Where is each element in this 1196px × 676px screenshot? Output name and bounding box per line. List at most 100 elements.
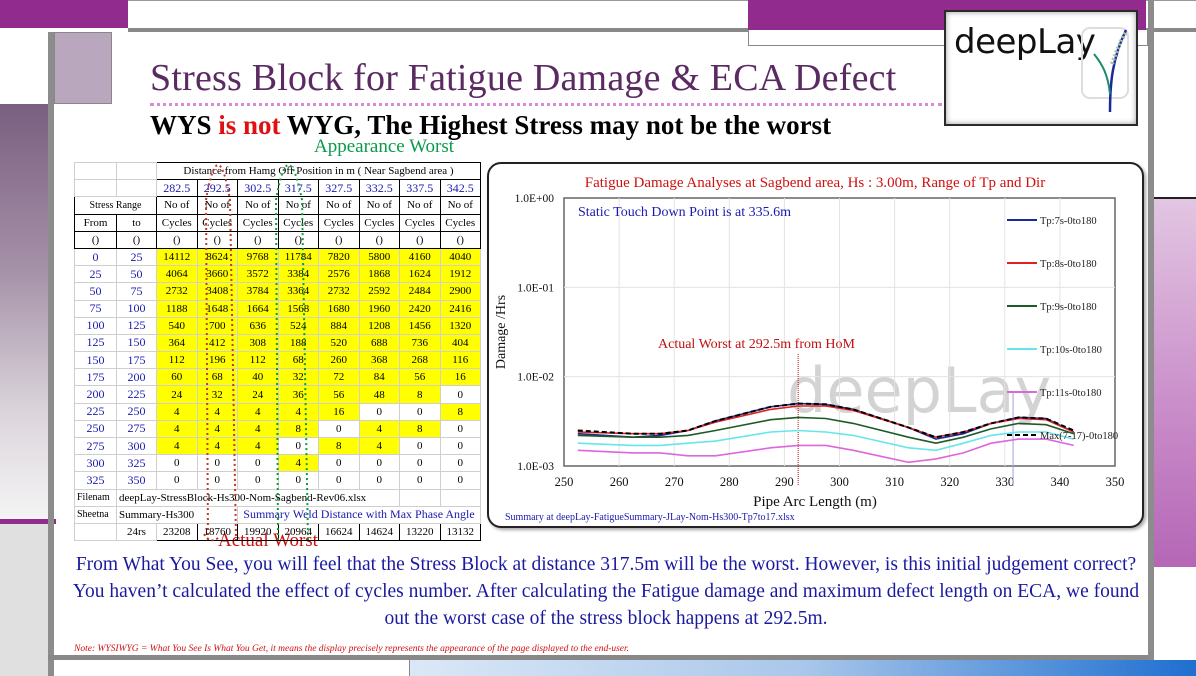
range-from: 0 <box>74 247 117 267</box>
cycle-count: 0 <box>439 471 481 490</box>
cycle-count: 308 <box>237 333 279 353</box>
x-tick-label: 250 <box>555 475 574 489</box>
stress-range-row: 100 125 540 700 636 524 884 1208 1456 1320 <box>74 316 481 335</box>
cycle-count: 1208 <box>358 316 400 335</box>
range-to: 300 <box>116 436 157 456</box>
table-cell <box>439 488 481 507</box>
x-tick-label: 350 <box>1106 475 1125 489</box>
decor-bottom-blue-gradient <box>410 660 1196 676</box>
cycle-count: 24 <box>237 385 279 404</box>
cycle-count: 1456 <box>399 316 441 335</box>
cycle-count: 2416 <box>439 299 481 318</box>
y-tick-label: 1.0E-03 <box>517 461 554 473</box>
range-from: 225 <box>74 402 117 421</box>
series-line <box>577 416 1074 445</box>
decor-top-outline <box>128 0 1196 1</box>
cycle-count: 1960 <box>358 299 400 318</box>
cycle-count: 1188 <box>156 299 198 318</box>
range-to: 350 <box>116 471 157 490</box>
summary-note: Summary Weld Distance with Max Phase Ang… <box>237 505 481 524</box>
unit-label: () <box>399 230 441 249</box>
totals-row: 24rs 23208 18760 19920 20964 16624 14624 13220 1… <box>74 522 481 542</box>
range-from: 300 <box>74 454 117 473</box>
legend-label: Max(7-17)-0to180 <box>1040 431 1118 442</box>
decor-lilac-square <box>54 32 112 104</box>
y-tick-label: 1.0E+00 <box>515 193 555 205</box>
cycle-count: 0 <box>399 402 441 421</box>
subtitle: WYS is not WYG, The Highest Stress may n… <box>150 110 831 141</box>
x-tick-label: 330 <box>995 475 1014 489</box>
total-value: 13220 <box>399 522 441 542</box>
to-label: to <box>116 213 157 232</box>
cycle-count: 4160 <box>399 247 441 267</box>
column-label: No of <box>358 196 400 215</box>
filename-label: Filenam <box>74 488 117 507</box>
decor-top-rule <box>128 28 1196 32</box>
cycle-count: 4 <box>156 419 198 439</box>
range-to: 100 <box>116 299 157 318</box>
range-from: 275 <box>74 436 117 456</box>
range-to: 250 <box>116 402 157 421</box>
stress-range-row: 0 25 14112 8624 9768 11784 7820 5800 4160 4040 <box>74 247 481 267</box>
series-line <box>577 429 1074 452</box>
cycle-count: 2900 <box>439 282 481 301</box>
cycle-count: 24 <box>156 385 198 404</box>
cycle-count: 0 <box>399 454 441 473</box>
stress-range-row: 325 350 0 0 0 0 0 0 0 0 <box>74 471 481 490</box>
decor-right-strip <box>1148 0 1154 676</box>
range-to: 275 <box>116 419 157 439</box>
touchdown-annotation: Static Touch Down Point is at 335.6m <box>578 205 791 220</box>
fatigue-damage-chart: Fatigue Damage Analyses at Sagbend area,… <box>494 175 1125 523</box>
y-tick-label: 1.0E-01 <box>517 282 554 294</box>
cycle-count: 4 <box>358 436 400 456</box>
cycle-count: 0 <box>399 436 441 456</box>
legend-label: Tp:9s-0to180 <box>1040 302 1097 313</box>
cycle-count: 116 <box>439 351 481 370</box>
x-axis-label: Pipe Arc Length (m) <box>753 494 877 510</box>
cycle-count: 1568 <box>277 299 319 318</box>
legend-label: Tp:7s-0to180 <box>1040 216 1097 227</box>
cycle-count: 0 <box>399 471 441 490</box>
range-to: 125 <box>116 316 157 335</box>
range-to: 50 <box>116 265 157 284</box>
cycle-count: 4 <box>277 402 319 421</box>
decor-purple-block-top-left <box>0 0 128 28</box>
cycle-count: 1320 <box>439 316 481 335</box>
totals-label: 24rs <box>116 522 157 542</box>
from-label: From <box>74 213 117 232</box>
legend-label: Tp:8s-0to180 <box>1040 259 1097 270</box>
cycle-count: 16 <box>439 368 481 387</box>
cycle-count: 7820 <box>318 247 360 267</box>
x-tick-label: 270 <box>665 475 684 489</box>
cycle-count: 36 <box>277 385 319 404</box>
distance-value: 342.5 <box>439 179 481 198</box>
cycle-count: 0 <box>439 419 481 439</box>
cycle-count: 520 <box>318 333 360 353</box>
column-label: Cycles <box>439 213 481 232</box>
range-to: 175 <box>116 351 157 370</box>
total-value: 23208 <box>156 522 198 542</box>
distance-value: 332.5 <box>358 179 400 198</box>
column-highlight-ellipses <box>203 164 309 542</box>
actual-worst-annotation: Actual Worst at 292.5m from HoM <box>658 337 855 352</box>
header-row-distances: 282.5 292.5 302.5 317.5 327.5 332.5 337.5 342.5 <box>74 179 481 198</box>
cycle-count: 0 <box>358 454 400 473</box>
cycle-count: 3572 <box>237 265 279 284</box>
cycle-count: 56 <box>318 385 360 404</box>
decor-left-purple-bar <box>0 519 56 524</box>
cycle-count: 8 <box>399 419 441 439</box>
cycle-count: 260 <box>318 351 360 370</box>
range-to: 150 <box>116 333 157 353</box>
cycle-count: 56 <box>399 368 441 387</box>
logo-text: deepLay <box>954 22 1096 62</box>
y-axis-label: Damage /Hrs <box>494 295 509 369</box>
y-tick-label: 1.0E-02 <box>517 372 554 384</box>
legend-label: Tp:10s-0to180 <box>1040 345 1102 356</box>
cycle-count: 268 <box>399 351 441 370</box>
range-from: 75 <box>74 299 117 318</box>
range-from: 125 <box>74 333 117 353</box>
x-tick-label: 310 <box>885 475 904 489</box>
page-title: Stress Block for Fatigue Damage & ECA De… <box>150 57 897 99</box>
column-label: Cycles <box>358 213 400 232</box>
subtitle-part1: WYS <box>150 110 219 140</box>
